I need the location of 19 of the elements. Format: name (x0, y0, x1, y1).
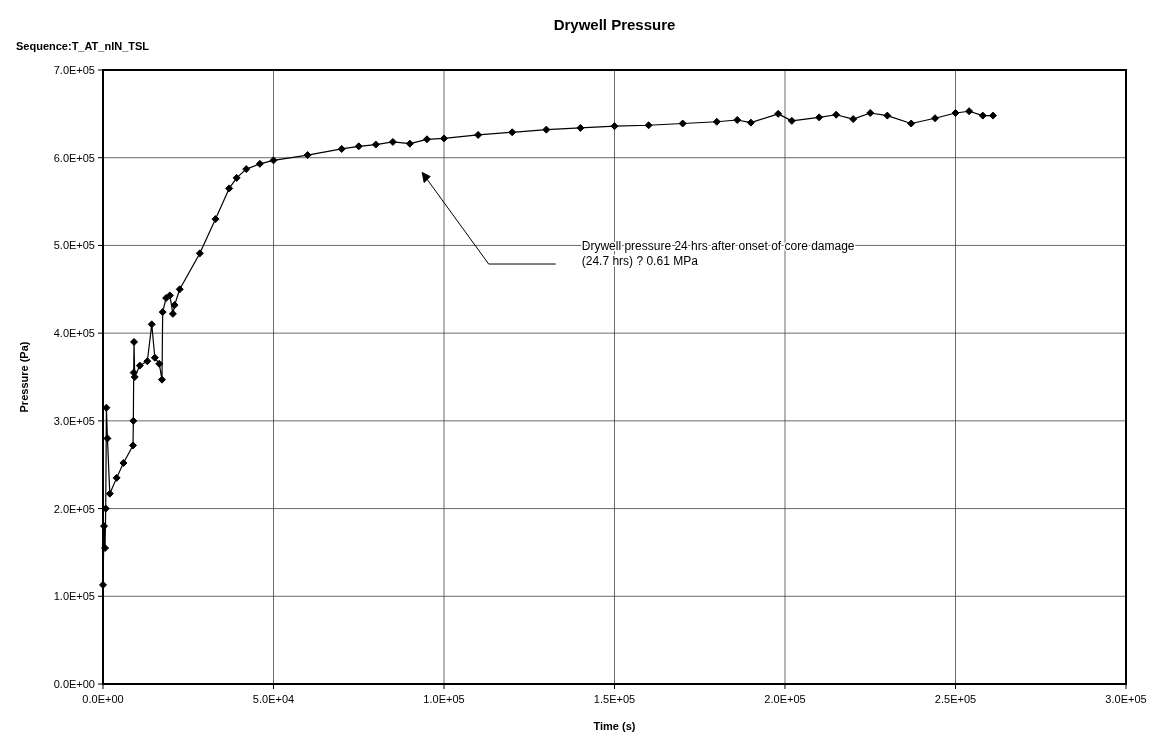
x-tick-label: 2.5E+05 (934, 693, 977, 705)
y-tick-label: 0.0E+00 (53, 678, 95, 690)
x-tick-label: 1.5E+05 (593, 693, 636, 705)
y-tick-label: 7.0E+05 (53, 64, 95, 76)
x-tick-label: 2.0E+05 (764, 693, 806, 705)
x-tick-label: 1.0E+05 (423, 693, 465, 705)
x-tick-label: 3.0E+05 (1105, 693, 1147, 705)
x-axis-title: Time (s) (593, 720, 636, 732)
y-tick-label: 5.0E+05 (53, 239, 95, 252)
y-tick-label: 4.0E+05 (53, 327, 95, 340)
y-tick-label: 2.0E+05 (53, 502, 95, 515)
chart-title: Drywell Pressure (553, 16, 676, 33)
y-tick-label: 6.0E+05 (53, 151, 95, 164)
y-tick-label: 3.0E+05 (53, 414, 95, 427)
x-tick-label: 5.0E+04 (252, 693, 295, 705)
chart-subtitle: Sequence:T_AT_nIN_TSL (16, 40, 150, 52)
y-axis-title: Pressure (Pa) (18, 341, 30, 413)
y-tick-label: 1.0E+05 (53, 590, 95, 603)
x-tick-label: 0.0E+00 (82, 693, 124, 705)
